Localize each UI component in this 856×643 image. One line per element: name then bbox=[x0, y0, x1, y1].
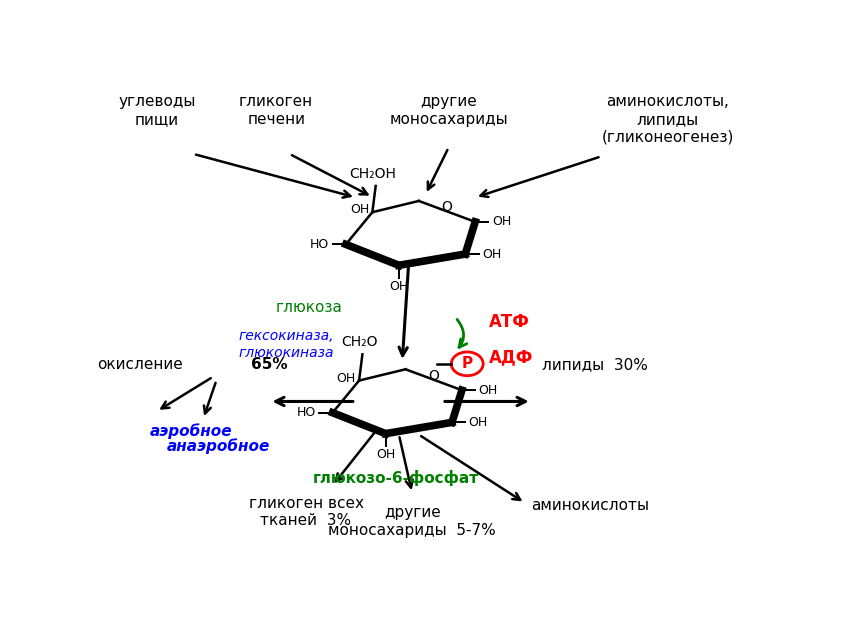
Text: O: O bbox=[442, 201, 453, 214]
Text: анаэробное: анаэробное bbox=[167, 438, 270, 454]
Text: углеводы
пищи: углеводы пищи bbox=[118, 95, 195, 127]
Text: аминокислоты: аминокислоты bbox=[532, 498, 650, 513]
Text: P: P bbox=[461, 356, 473, 371]
Text: O: O bbox=[428, 369, 439, 383]
Text: аэробное: аэробное bbox=[150, 423, 233, 439]
Text: OH: OH bbox=[336, 372, 356, 385]
Text: OH: OH bbox=[491, 215, 511, 228]
Text: HO: HO bbox=[310, 238, 330, 251]
Text: глюкоза: глюкоза bbox=[276, 300, 342, 315]
Text: OH: OH bbox=[482, 248, 501, 260]
Text: CH₂O: CH₂O bbox=[341, 336, 377, 349]
Text: OH: OH bbox=[350, 203, 369, 216]
Text: OH: OH bbox=[389, 280, 408, 293]
Text: аминокислоты,
липиды
(гликонеогенез): аминокислоты, липиды (гликонеогенез) bbox=[602, 95, 734, 144]
Text: гексокиназа,
глюкокиназа: гексокиназа, глюкокиназа bbox=[238, 329, 334, 359]
Text: CH₂OH: CH₂OH bbox=[349, 167, 395, 181]
Text: HO: HO bbox=[297, 406, 316, 419]
Text: АДФ: АДФ bbox=[489, 348, 532, 366]
Text: глюкозо-6-фосфат: глюкозо-6-фосфат bbox=[312, 470, 479, 486]
Text: другие
моносахариды: другие моносахариды bbox=[389, 95, 508, 127]
Text: другие
моносахариды  5-7%: другие моносахариды 5-7% bbox=[329, 505, 496, 538]
Text: гликоген всех
тканей  3%: гликоген всех тканей 3% bbox=[248, 496, 364, 528]
Text: АТФ: АТФ bbox=[489, 313, 529, 331]
Text: гликоген
печени: гликоген печени bbox=[239, 95, 313, 127]
Text: OH: OH bbox=[468, 416, 488, 429]
Text: OH: OH bbox=[479, 384, 497, 397]
Text: окисление: окисление bbox=[98, 357, 183, 372]
Text: OH: OH bbox=[376, 449, 395, 462]
Text: липиды  30%: липиды 30% bbox=[542, 357, 647, 372]
Text: 65%: 65% bbox=[251, 357, 288, 372]
FancyArrowPatch shape bbox=[457, 320, 467, 347]
